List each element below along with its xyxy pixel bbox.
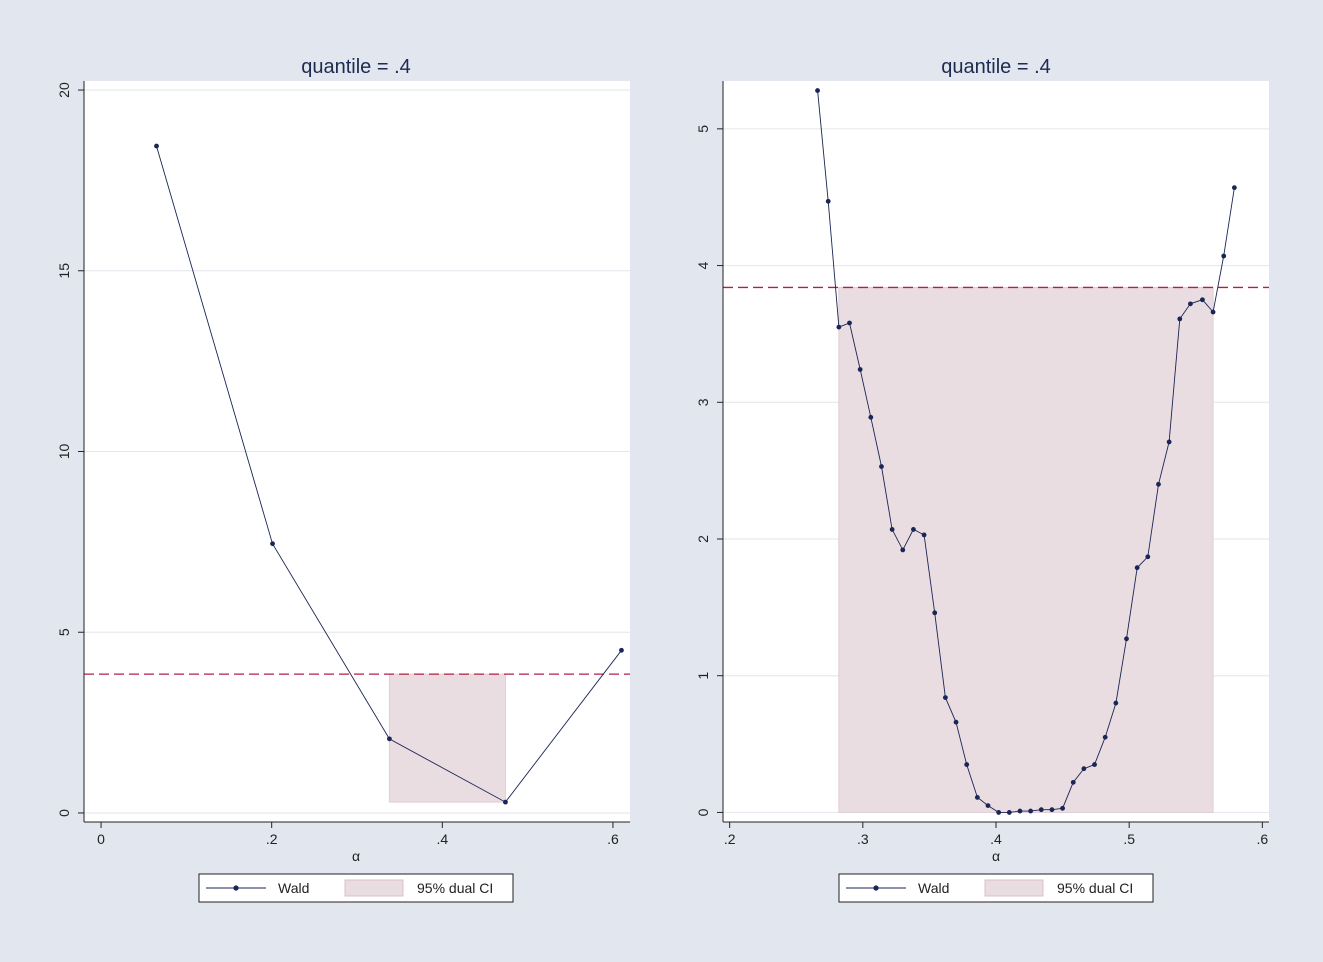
right-wald-point — [1221, 253, 1227, 259]
right-wald-point — [942, 695, 948, 700]
right-legend: Wald 95% dual CI — [838, 873, 1154, 903]
right-wald-point — [1070, 779, 1076, 785]
right-wald-point — [900, 547, 906, 553]
left-y-tick-label: 20 — [56, 82, 72, 98]
right-legend-wald-label: Wald — [918, 880, 949, 896]
left-legend: Wald 95% dual CI — [198, 873, 514, 903]
right-wald-point — [1113, 700, 1119, 706]
right-wald-point — [879, 464, 884, 469]
right-wald-point — [1124, 636, 1129, 642]
right-x-tick-label: .5 — [1123, 831, 1135, 847]
right-y-tick-label: 5 — [695, 125, 711, 133]
right-wald-point — [815, 88, 820, 93]
left-wald-point — [154, 143, 159, 149]
right-x-axis-label: α — [992, 848, 1000, 864]
right-wald-point — [1145, 554, 1151, 560]
right-wald-point — [1134, 565, 1140, 571]
left-x-axis-label: α — [352, 848, 360, 864]
right-chart-title: quantile = .4 — [941, 56, 1051, 78]
right-wald-point — [836, 324, 842, 330]
right-wald-point — [1231, 185, 1237, 191]
left-wald-point — [619, 647, 624, 653]
left-wald-point — [503, 799, 508, 805]
right-legend-ci-label: 95% dual CI — [1057, 880, 1133, 896]
right-wald-point — [1188, 301, 1193, 307]
right-wald-point — [1049, 807, 1055, 813]
right-wald-point — [974, 794, 980, 800]
right-wald-point — [1017, 808, 1023, 814]
right-x-tick-label: .2 — [724, 831, 736, 847]
right-wald-point — [911, 527, 916, 532]
right-wald-point — [996, 810, 1002, 815]
right-y-tick-label: 2 — [695, 535, 711, 543]
right-wald-point — [964, 762, 970, 767]
left-wald-point — [270, 541, 275, 547]
left-legend-ci-label: 95% dual CI — [417, 880, 493, 896]
right-legend-wald-marker — [873, 885, 879, 891]
left-y-tick-label: 15 — [56, 263, 72, 279]
left-legend-wald-label: Wald — [278, 880, 309, 896]
left-ci-band-layer — [388, 673, 506, 803]
left-legend-wald-marker — [233, 885, 239, 891]
right-y-tick-label: 4 — [695, 261, 711, 269]
right-wald-point — [1177, 316, 1183, 322]
right-ci-band — [838, 286, 1214, 813]
right-x-tick-label: .6 — [1256, 831, 1268, 847]
right-legend-ci-swatch — [984, 879, 1044, 897]
right-wald-point — [1200, 297, 1205, 303]
right-x-tick-label: .4 — [990, 831, 1002, 847]
left-x-tick-label: 0 — [97, 831, 105, 847]
left-x-tick-label: .6 — [607, 831, 619, 847]
right-wald-point — [1081, 766, 1087, 772]
right-wald-point — [1102, 734, 1108, 740]
left-legend-ci-swatch — [344, 879, 404, 897]
right-wald-point — [868, 414, 874, 420]
right-ci-band-layer — [838, 286, 1214, 813]
left-y-tick-label: 5 — [56, 628, 72, 636]
left-y-tick-label: 10 — [56, 444, 72, 460]
left-wald-point — [387, 736, 392, 742]
right-wald-point — [1092, 762, 1097, 767]
right-wald-point — [889, 527, 895, 532]
right-wald-point — [1028, 808, 1034, 814]
right-wald-point — [1156, 481, 1161, 487]
right-wald-point — [953, 719, 959, 725]
right-wald-point — [1060, 805, 1065, 811]
right-y-tick-label: 3 — [695, 398, 711, 406]
right-wald-point — [921, 532, 927, 538]
right-wald-point — [985, 803, 991, 808]
left-axes: 0 5 10 15 20 0 .2 .4 .6 — [56, 81, 630, 847]
right-wald-point — [1006, 810, 1012, 815]
right-wald-point — [1210, 309, 1216, 315]
right-wald-line — [817, 90, 1235, 813]
right-wald-point — [857, 367, 863, 372]
left-x-tick-label: .2 — [266, 831, 278, 847]
right-wald-point — [825, 198, 831, 204]
left-chart-title: quantile = .4 — [301, 56, 411, 78]
left-ci-band — [388, 673, 506, 803]
right-axes: 0 1 2 3 4 5 .2 .3 .4 .5 .6 — [695, 81, 1269, 847]
left-x-tick-label: .4 — [436, 831, 448, 847]
right-series-layer — [815, 88, 1237, 815]
right-y-tick-label: 0 — [695, 808, 711, 816]
left-series-layer — [154, 143, 624, 805]
right-wald-point — [1038, 807, 1044, 813]
left-panel: quantile = .4 0 5 10 15 20 0 .2 .4 .6 α Wald 95%… — [56, 56, 630, 903]
right-wald-point — [847, 320, 852, 326]
right-x-tick-label: .3 — [857, 831, 869, 847]
right-y-tick-label: 1 — [695, 672, 711, 680]
right-wald-point — [1166, 439, 1172, 445]
right-wald-point — [932, 610, 938, 616]
left-gridlines — [84, 89, 630, 814]
right-panel: quantile = .4 0 1 2 3 4 5 .2 .3 .4 .5 .6 α Wald 95… — [695, 56, 1269, 903]
left-y-tick-label: 0 — [56, 809, 72, 817]
